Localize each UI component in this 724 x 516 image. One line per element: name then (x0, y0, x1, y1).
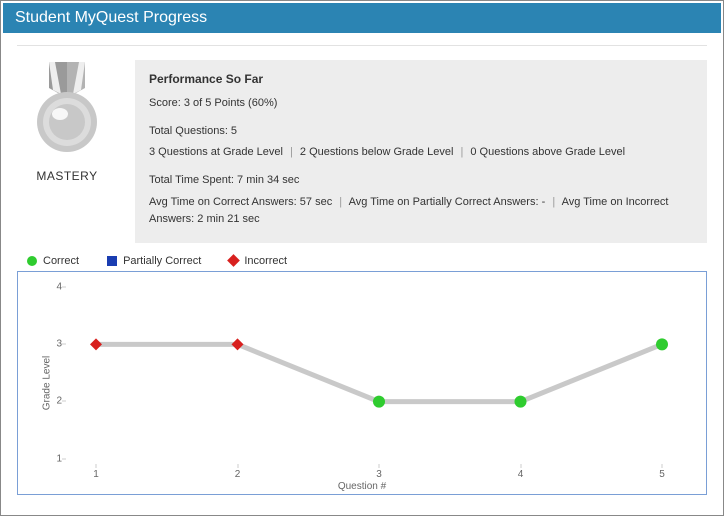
mastery-badge: MASTERY (17, 60, 117, 243)
y-tick: 4 (48, 281, 62, 292)
chart-line (96, 344, 662, 401)
separator: | (339, 196, 342, 208)
legend-item: Incorrect (229, 255, 287, 267)
x-tick: 1 (93, 469, 99, 480)
above-grade: 0 Questions above Grade Level (470, 146, 625, 158)
below-grade: 2 Questions below Grade Level (300, 146, 453, 158)
total-questions: Total Questions: 5 (149, 123, 693, 141)
data-point[interactable] (90, 338, 102, 350)
legend-item: Partially Correct (107, 255, 201, 267)
x-tick: 2 (235, 469, 241, 480)
x-tick: 3 (376, 469, 382, 480)
at-grade: 3 Questions at Grade Level (149, 146, 283, 158)
separator: | (290, 146, 293, 158)
time-correct: Avg Time on Correct Answers: 57 sec (149, 196, 332, 208)
legend-item: Correct (27, 255, 79, 267)
score-line: Score: 3 of 5 Points (60%) (149, 95, 693, 113)
time-breakdown: Avg Time on Correct Answers: 57 sec | Av… (149, 194, 693, 229)
summary-row: MASTERY Performance So Far Score: 3 of 5… (17, 60, 707, 243)
page-title: Student MyQuest Progress (15, 9, 207, 26)
x-tick: 4 (518, 469, 524, 480)
performance-title: Performance So Far (149, 70, 693, 89)
divider (17, 45, 707, 46)
separator: | (460, 146, 463, 158)
grade-breakdown: 3 Questions at Grade Level | 2 Questions… (149, 144, 693, 162)
separator: | (552, 196, 555, 208)
time-partial: Avg Time on Partially Correct Answers: - (349, 196, 546, 208)
y-tick: 3 (48, 339, 62, 350)
data-point[interactable] (373, 395, 385, 407)
content-area: MASTERY Performance So Far Score: 3 of 5… (3, 33, 721, 503)
performance-panel: Performance So Far Score: 3 of 5 Points … (135, 60, 707, 243)
legend-marker-icon (107, 256, 117, 266)
legend-marker-icon (227, 254, 240, 267)
legend-label: Incorrect (244, 255, 287, 267)
x-tick: 5 (659, 469, 665, 480)
chart-plot-area: 123412345 (66, 282, 692, 464)
y-tick: 1 (48, 453, 62, 464)
medal-icon (27, 60, 107, 160)
legend-label: Partially Correct (123, 255, 201, 267)
y-tick: 2 (48, 396, 62, 407)
mastery-label: MASTERY (17, 169, 117, 183)
legend-marker-icon (27, 256, 37, 266)
total-time: Total Time Spent: 7 min 34 sec (149, 172, 693, 190)
page-header: Student MyQuest Progress (3, 3, 721, 33)
window: Student MyQuest Progress MASTERY Perfor (0, 0, 724, 516)
data-point[interactable] (656, 338, 668, 350)
chart-legend: Correct Partially Correct Incorrect (27, 255, 707, 267)
data-point[interactable] (515, 395, 527, 407)
legend-label: Correct (43, 255, 79, 267)
chart-container: Grade Level Question # 123412345 (17, 271, 707, 495)
x-axis-label: Question # (338, 481, 386, 492)
chart-svg (66, 282, 692, 464)
